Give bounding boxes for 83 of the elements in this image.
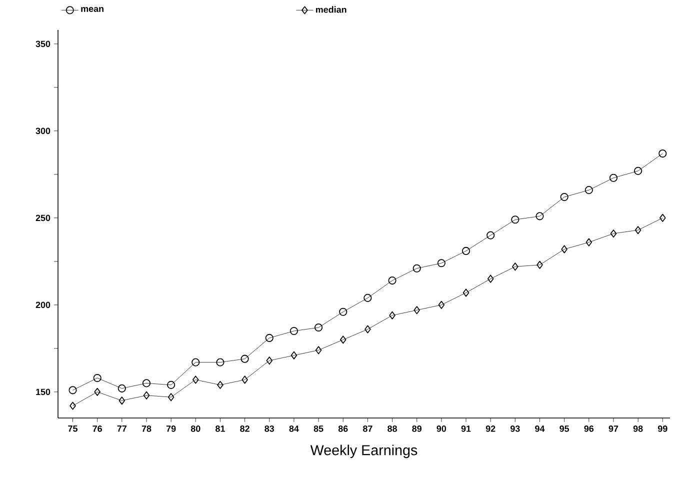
point xyxy=(94,388,100,396)
point xyxy=(266,356,273,365)
point xyxy=(118,384,126,392)
x-tick-label: 99 xyxy=(658,426,668,432)
point xyxy=(414,306,420,314)
point xyxy=(560,192,568,202)
point xyxy=(192,376,199,384)
y-tick-label: 350 xyxy=(36,40,50,48)
point xyxy=(240,354,249,363)
legend-label: median xyxy=(316,6,346,13)
x-tick-label: 90 xyxy=(436,426,446,432)
point xyxy=(216,358,224,366)
x-tick-label: 96 xyxy=(584,426,594,432)
point xyxy=(437,259,446,268)
point xyxy=(486,231,495,240)
point xyxy=(536,260,543,269)
x-tick-label: 77 xyxy=(117,426,126,432)
x-tick-label: 84 xyxy=(289,426,299,432)
point xyxy=(536,212,544,220)
point xyxy=(658,149,667,158)
y-tick-label: 200 xyxy=(36,302,50,308)
point xyxy=(265,334,274,342)
point xyxy=(118,396,126,405)
point xyxy=(364,325,371,334)
point xyxy=(167,380,176,389)
point xyxy=(217,380,224,389)
point xyxy=(389,311,396,320)
point xyxy=(412,264,421,272)
point xyxy=(68,386,77,394)
y-tick-label: 150 xyxy=(36,388,50,396)
point xyxy=(438,300,445,309)
x-tick-label: 98 xyxy=(633,426,643,432)
legend-label: mean xyxy=(81,7,104,12)
point xyxy=(561,245,568,254)
x-tick-label: 81 xyxy=(216,426,225,432)
point xyxy=(142,379,151,388)
y-tick-label: 250 xyxy=(36,214,50,222)
point xyxy=(660,214,666,222)
point xyxy=(192,358,200,366)
x-tick-label: 97 xyxy=(608,426,618,432)
point xyxy=(242,376,248,384)
x-tick-label: 79 xyxy=(166,426,176,432)
point xyxy=(584,186,593,194)
x-tick-label: 85 xyxy=(314,426,324,432)
x-tick-label: 88 xyxy=(388,426,397,432)
point xyxy=(339,308,348,316)
x-tick-label: 80 xyxy=(190,426,200,432)
point xyxy=(340,336,346,344)
point xyxy=(70,402,76,410)
point xyxy=(143,391,150,400)
x-tick-label: 87 xyxy=(362,426,372,432)
x-tick-label: 95 xyxy=(560,426,570,432)
point xyxy=(511,216,520,224)
x-tick-label: 76 xyxy=(92,426,102,432)
point xyxy=(290,351,298,360)
point xyxy=(634,166,642,175)
x-tick-label: 82 xyxy=(240,426,250,432)
point xyxy=(610,230,617,238)
point xyxy=(487,274,494,283)
x-tick-label: 83 xyxy=(264,426,274,432)
x-tick-label: 93 xyxy=(510,426,520,432)
x-tick-label: 89 xyxy=(412,426,422,432)
point xyxy=(314,323,323,332)
x-tick-label: 75 xyxy=(68,426,78,432)
point xyxy=(634,226,642,234)
x-tick-label: 78 xyxy=(142,426,152,432)
point xyxy=(290,326,298,336)
point xyxy=(168,393,174,402)
x-tick-label: 86 xyxy=(338,426,348,432)
point xyxy=(388,276,396,285)
x-tick-label: 91 xyxy=(461,426,471,432)
y-tick-label: 300 xyxy=(36,128,50,134)
point xyxy=(93,374,102,382)
point xyxy=(462,246,470,256)
point xyxy=(512,262,518,271)
point xyxy=(609,174,618,182)
point xyxy=(586,238,592,246)
x-axis-title: Weekly Earnings xyxy=(310,444,418,458)
x-tick-label: 94 xyxy=(535,426,545,432)
point xyxy=(462,288,470,297)
point xyxy=(315,346,322,354)
point xyxy=(364,294,372,302)
x-tick-label: 92 xyxy=(486,426,496,432)
